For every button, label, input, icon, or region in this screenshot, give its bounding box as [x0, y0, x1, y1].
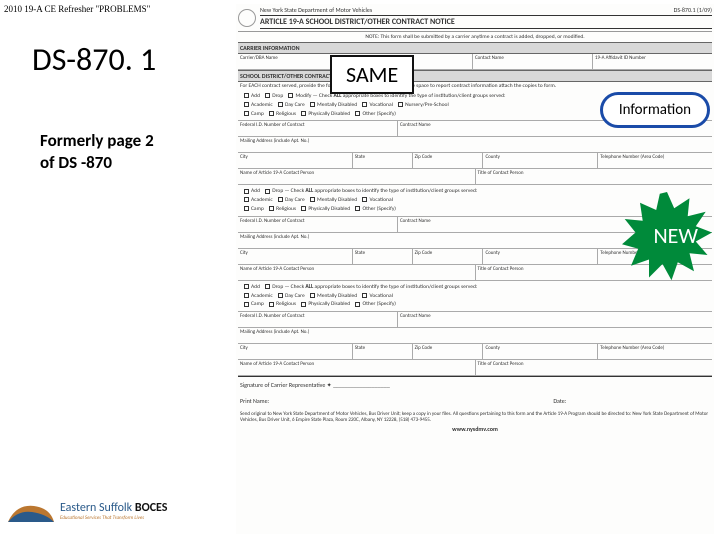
carrier-section-bar: CARRIER INFORMATION	[238, 42, 712, 54]
county-2: County	[483, 249, 598, 264]
state-1: State	[353, 153, 413, 168]
school-instructions: For EACH contract served, provide the fo…	[238, 82, 712, 90]
phone-1: Telephone Number (Area Code)	[598, 153, 712, 168]
city-1: City	[238, 153, 353, 168]
county-3: County	[483, 344, 598, 359]
date-label: Date:	[553, 397, 710, 405]
contact19a-3: Name of Article 19-A Contact Person	[238, 360, 476, 375]
checkbox-block-3: Add Drop — Check ALL appropriate boxes t…	[238, 281, 712, 312]
page-title: DS-870. 1	[32, 40, 156, 79]
form-note: NOTE: This form shall be submitted by a …	[238, 32, 712, 42]
contact19a-2: Name of Article 19-A Contact Person	[238, 265, 476, 280]
state-3: State	[353, 344, 413, 359]
city-3: City	[238, 344, 353, 359]
zip-3: Zip Code	[413, 344, 484, 359]
form-website: www.nysdmv.com	[238, 425, 712, 433]
nys-seal-icon	[238, 9, 256, 27]
title-contact-1: Title of Contact Person	[476, 169, 713, 184]
zip-2: Zip Code	[413, 249, 484, 264]
county-1: County	[483, 153, 598, 168]
mailing-3: Mailing Address (include Apt. No.)	[238, 328, 712, 343]
footer-logo: Eastern Suffolk BOCES Educational Servic…	[6, 496, 167, 526]
title-contact-3: Title of Contact Person	[476, 360, 713, 375]
fed-id-1: Federal I.D. Number of Contract	[238, 121, 398, 136]
information-badge: Information	[600, 92, 710, 128]
contact-name-cell: Contact Name	[473, 54, 593, 69]
boces-logo-icon	[6, 496, 56, 526]
signature-label: Signature of Carrier Representative ✦ __…	[240, 381, 710, 389]
footer-tagline: Educational Services That Transform Live…	[60, 515, 167, 521]
mailing-1: Mailing Address (include Apt. No.)	[238, 137, 712, 152]
phone-3: Telephone Number (Area Code)	[598, 344, 712, 359]
form-article-title: ARTICLE 19-A SCHOOL DISTRICT/OTHER CONTR…	[260, 15, 712, 29]
contract-name-3: Contract Name	[398, 312, 712, 327]
new-badge-text: NEW	[653, 222, 698, 249]
breadcrumb-header: 2010 19-A CE Refresher "PROBLEMS"	[4, 4, 150, 14]
form-number: DS-870.1 (1/09)	[674, 6, 712, 14]
fed-id-3: Federal I.D. Number of Contract	[238, 312, 398, 327]
affidavit-cell: 19-A Affidavit ID Number	[593, 54, 712, 69]
form-footer-text: Send original to New York State Departme…	[238, 409, 712, 425]
page-subtitle: Formerly page 2 of DS -870	[40, 130, 160, 174]
fed-id-2: Federal I.D. Number of Contract	[238, 217, 398, 232]
state-2: State	[353, 249, 413, 264]
city-2: City	[238, 249, 353, 264]
same-badge: SAME	[330, 55, 414, 94]
contact19a-1: Name of Article 19-A Contact Person	[238, 169, 476, 184]
zip-1: Zip Code	[413, 153, 484, 168]
school-section-bar: SCHOOL DISTRICT/OTHER CONTRACT INFORMATI…	[238, 70, 712, 82]
footer-org-name: Eastern Suffolk BOCES	[60, 501, 167, 515]
print-name-label: Print Name:	[240, 397, 553, 405]
form-dept: New York State Department of Motor Vehic…	[260, 6, 372, 14]
